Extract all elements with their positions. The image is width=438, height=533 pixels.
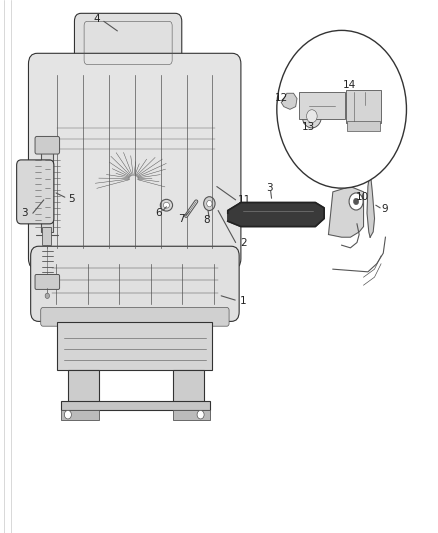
Bar xyxy=(61,410,99,420)
Bar xyxy=(42,227,51,245)
Text: 6: 6 xyxy=(155,208,162,218)
Bar xyxy=(173,410,210,420)
Circle shape xyxy=(204,197,215,211)
Bar xyxy=(302,107,321,116)
FancyBboxPatch shape xyxy=(28,53,241,269)
FancyBboxPatch shape xyxy=(74,13,182,75)
Text: 3: 3 xyxy=(266,183,273,192)
Circle shape xyxy=(207,200,212,207)
FancyBboxPatch shape xyxy=(299,92,345,119)
Bar xyxy=(173,370,204,402)
FancyBboxPatch shape xyxy=(41,308,229,326)
FancyBboxPatch shape xyxy=(35,136,60,154)
Bar xyxy=(57,322,212,370)
Circle shape xyxy=(277,30,406,188)
Polygon shape xyxy=(281,93,297,109)
Text: 4: 4 xyxy=(93,14,100,23)
Text: 9: 9 xyxy=(381,204,388,214)
Text: 12: 12 xyxy=(275,93,288,102)
Polygon shape xyxy=(228,203,324,227)
Text: 2: 2 xyxy=(240,238,247,247)
Text: 14: 14 xyxy=(343,80,356,90)
Text: 5: 5 xyxy=(68,195,75,204)
FancyBboxPatch shape xyxy=(31,246,239,321)
Polygon shape xyxy=(328,187,364,237)
Ellipse shape xyxy=(163,203,170,208)
Circle shape xyxy=(349,193,363,210)
Circle shape xyxy=(64,410,71,419)
Circle shape xyxy=(45,293,49,298)
Circle shape xyxy=(302,104,321,128)
Circle shape xyxy=(197,410,204,419)
Polygon shape xyxy=(367,171,374,237)
Bar xyxy=(68,370,99,402)
Bar xyxy=(41,149,53,232)
Text: 3: 3 xyxy=(21,208,28,218)
Bar xyxy=(347,121,380,131)
Text: 10: 10 xyxy=(356,192,369,202)
Bar xyxy=(61,401,210,410)
Ellipse shape xyxy=(160,199,173,211)
Circle shape xyxy=(353,198,359,205)
FancyBboxPatch shape xyxy=(17,160,54,224)
Text: 8: 8 xyxy=(203,215,210,224)
Text: 1: 1 xyxy=(240,296,247,306)
Circle shape xyxy=(307,110,317,123)
FancyBboxPatch shape xyxy=(35,274,60,289)
FancyBboxPatch shape xyxy=(346,90,381,123)
Text: 13: 13 xyxy=(302,122,315,132)
Text: 11: 11 xyxy=(238,195,251,205)
Text: 7: 7 xyxy=(178,214,185,223)
